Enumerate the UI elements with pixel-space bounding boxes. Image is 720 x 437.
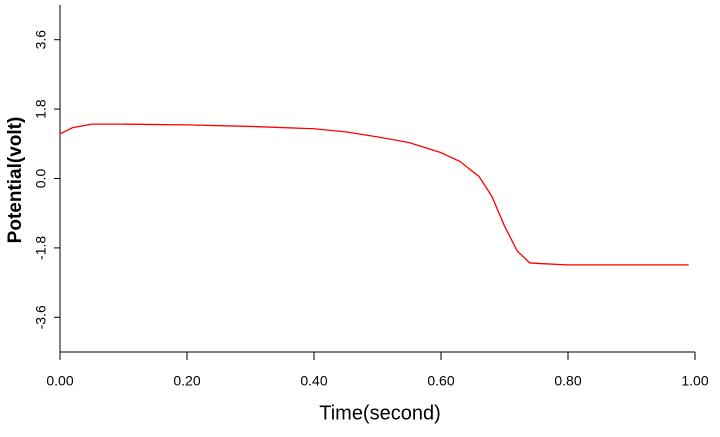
y-tick-label: -1.8: [33, 236, 49, 260]
x-axis-label: Time(second): [319, 402, 441, 424]
x-tick-label: 0.00: [46, 373, 73, 389]
x-tick-label: 1.00: [681, 373, 708, 389]
y-axis-label: Potential(volt): [5, 117, 26, 244]
y-tick-label: 1.8: [33, 99, 49, 119]
data-line: [59, 123, 689, 266]
x-tick-label: 0.40: [300, 373, 327, 389]
x-tick-label: 0.80: [554, 373, 581, 389]
x-tick-label: 0.60: [427, 373, 454, 389]
y-tick-label: -3.6: [33, 305, 49, 329]
y-tick-label: 0.0: [33, 169, 49, 189]
y-tick-label: 3.6: [33, 30, 49, 50]
x-tick-label: 0.20: [173, 373, 200, 389]
